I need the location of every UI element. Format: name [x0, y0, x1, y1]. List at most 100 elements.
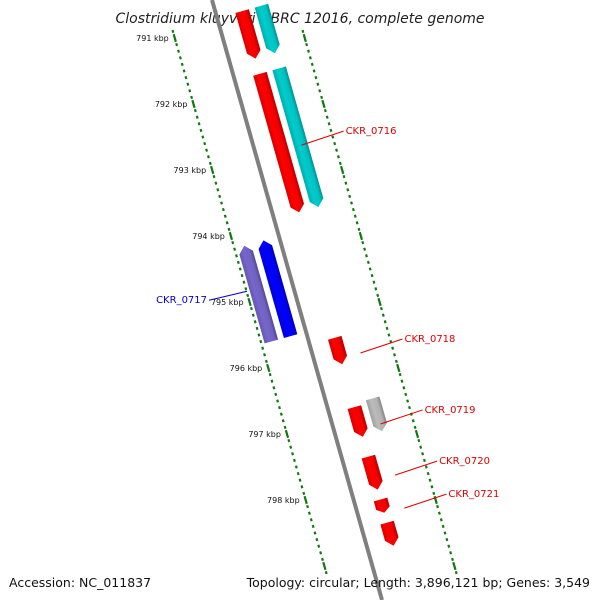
major-tick [266, 363, 271, 373]
minor-tick [246, 293, 250, 298]
minor-tick [199, 128, 203, 133]
minor-tick [368, 267, 372, 271]
major-tick [358, 231, 364, 241]
minor-tick [408, 405, 411, 410]
scale-label: 791 kbp [136, 34, 169, 43]
minor-tick [242, 280, 246, 284]
minor-tick [317, 544, 321, 548]
minor-tick [307, 511, 311, 515]
minor-tick [253, 320, 257, 324]
gene-feature[interactable] [365, 396, 387, 432]
minor-tick [327, 122, 331, 126]
minor-tick [289, 445, 293, 449]
gene-label-ckr_0721[interactable]: CKR_0721 [448, 489, 499, 500]
minor-tick [374, 287, 378, 291]
minor-tick [293, 458, 296, 463]
minor-tick [270, 379, 274, 383]
minor-tick [372, 280, 376, 284]
cds-feature[interactable] [272, 66, 324, 208]
minor-tick [344, 181, 348, 185]
ckr_0718-gene-feature[interactable] [328, 335, 347, 365]
minor-tick [350, 201, 353, 205]
scale-labels: 791 kbp 792 kbp 793 kbp 794 kbp 795 kbp 796 k… [136, 34, 300, 505]
minor-tick [436, 504, 439, 509]
minor-tick [316, 82, 320, 86]
minor-tick [235, 254, 238, 258]
minor-tick [314, 75, 318, 80]
gene-features [235, 3, 399, 546]
minor-tick [445, 537, 449, 542]
minor-tick [278, 405, 281, 410]
minor-tick [236, 260, 240, 265]
minor-tick [423, 458, 426, 463]
minor-tick [294, 465, 298, 469]
scale-label: 796 kbp [230, 364, 263, 373]
minor-tick [323, 108, 327, 113]
minor-tick [430, 485, 434, 489]
minor-tick [238, 267, 242, 271]
gene-label-ckr_0716[interactable]: CKR_0716 [346, 126, 397, 137]
gene-label-ckr_0717[interactable]: CKR_0717 [156, 295, 207, 306]
minor-tick [310, 62, 314, 67]
gene-label-ckr_0720[interactable]: CKR_0720 [439, 456, 490, 467]
minor-tick [376, 293, 380, 298]
minor-tick [406, 399, 410, 403]
ckr_0717-gene-feature[interactable] [258, 240, 298, 338]
minor-tick [400, 379, 404, 383]
minor-tick [291, 452, 295, 456]
minor-tick [319, 551, 323, 555]
minor-tick [454, 570, 458, 575]
minor-tick [437, 511, 441, 515]
minor-tick [279, 412, 283, 416]
cds-feature[interactable] [254, 3, 280, 54]
tick-marks [171, 29, 458, 575]
gene-feature[interactable] [235, 9, 261, 59]
minor-tick [383, 320, 387, 324]
minor-tick [203, 141, 207, 146]
major-tick [396, 363, 401, 373]
gene-label-ckr_0718[interactable]: CKR_0718 [404, 334, 455, 345]
major-tick [303, 495, 308, 505]
minor-tick [421, 452, 425, 456]
minor-tick [413, 425, 417, 430]
minor-tick [220, 201, 223, 205]
ckr_0721-gene-feature[interactable] [373, 497, 390, 513]
label-leader-line [380, 409, 423, 425]
label-leader-line [208, 290, 248, 301]
minor-tick [190, 95, 194, 100]
minor-tick [370, 273, 374, 278]
cds-feature[interactable] [239, 245, 279, 344]
minor-tick [361, 240, 365, 245]
minor-tick [307, 49, 310, 53]
minor-tick [432, 491, 436, 496]
minor-tick [205, 148, 208, 152]
minor-tick [311, 524, 315, 529]
minor-tick [175, 42, 179, 47]
ckr_0719-gene-feature[interactable] [347, 405, 368, 437]
minor-tick [274, 392, 278, 397]
minor-tick [419, 445, 423, 449]
minor-tick [223, 214, 227, 218]
minor-tick [333, 141, 337, 146]
scale-label: 793 kbp [174, 166, 207, 175]
minor-tick [186, 82, 190, 86]
minor-tick [257, 333, 261, 337]
minor-tick [426, 471, 430, 476]
minor-tick [188, 89, 192, 93]
minor-tick [366, 260, 370, 265]
ckr_0720-gene-feature[interactable] [361, 454, 383, 490]
minor-tick [357, 227, 361, 232]
major-tick [284, 429, 290, 439]
minor-tick [325, 115, 329, 119]
gene-feature[interactable] [380, 520, 399, 546]
minor-tick [214, 181, 218, 185]
minor-tick [353, 214, 357, 218]
scale-label: 797 kbp [248, 430, 281, 439]
minor-tick [272, 386, 276, 390]
minor-tick [197, 122, 201, 126]
minor-tick [251, 313, 255, 317]
minor-tick [324, 570, 328, 575]
ckr_0716-gene-feature[interactable] [253, 71, 304, 213]
gene-label-ckr_0719[interactable]: CKR_0719 [425, 405, 476, 416]
minor-tick [182, 69, 186, 73]
